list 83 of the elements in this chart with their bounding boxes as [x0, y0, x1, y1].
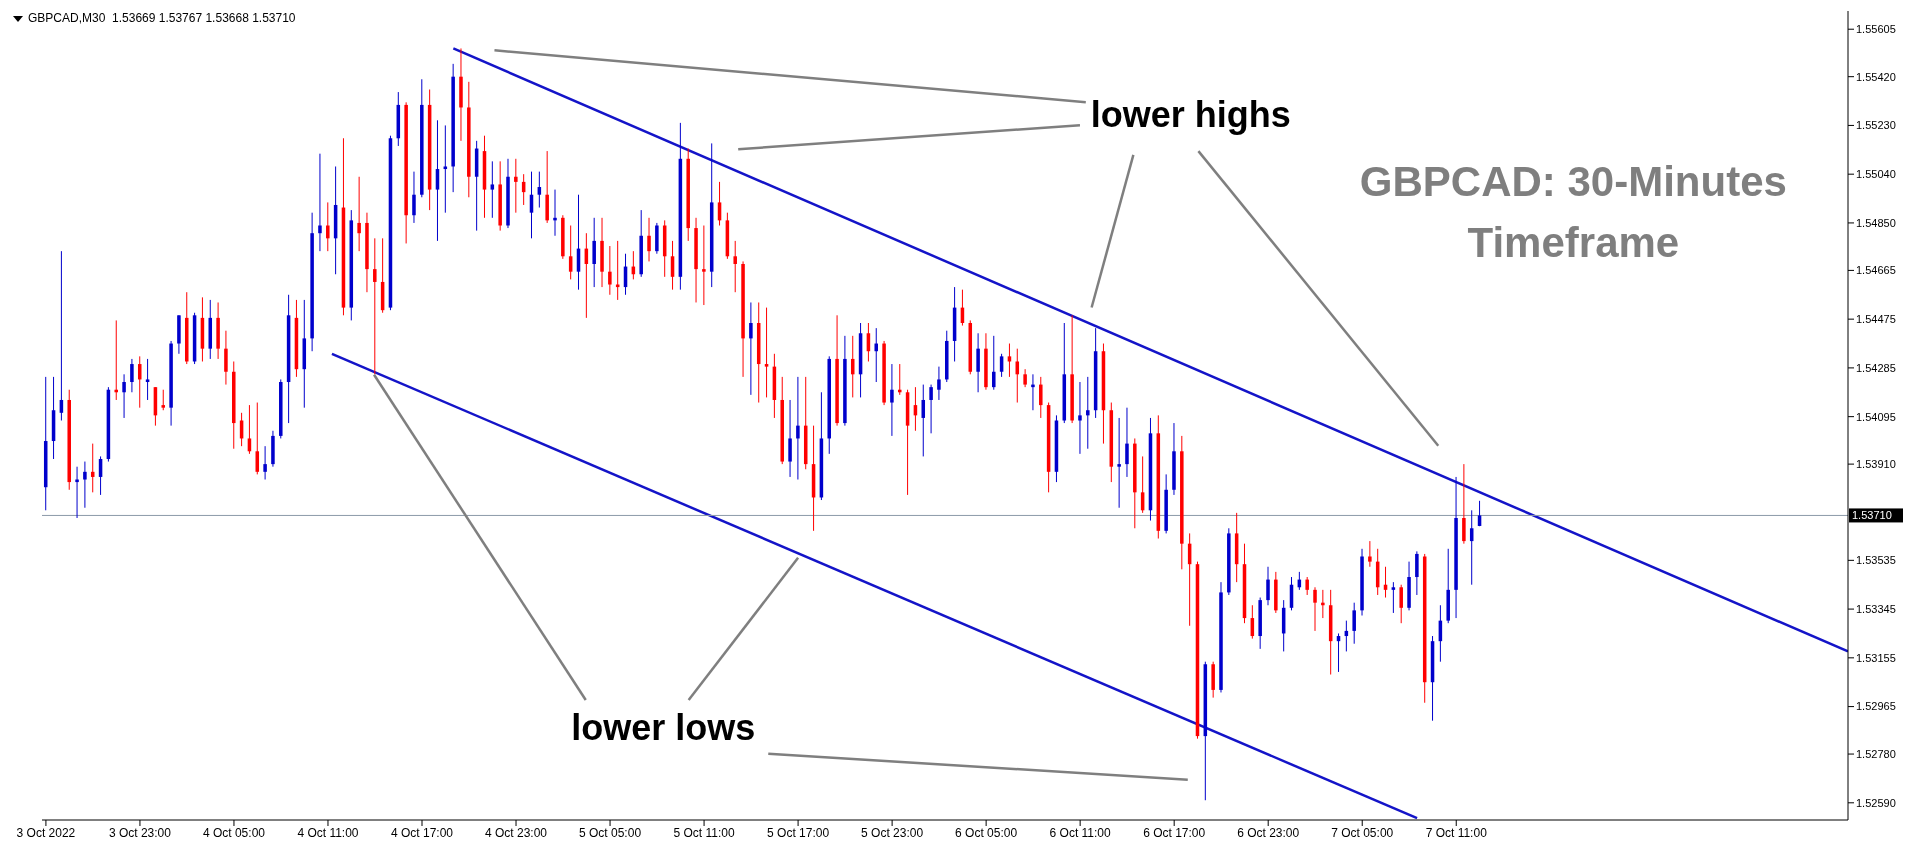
- y-tick-label: 1.52590: [1856, 796, 1896, 809]
- candlestick: [647, 217, 651, 262]
- candlestick: [1352, 602, 1356, 645]
- x-tick-label: 6 Oct 17:00: [1143, 825, 1206, 840]
- candlestick: [161, 389, 166, 411]
- x-tick-label: 5 Oct 23:00: [861, 825, 924, 840]
- ref-line-label: 1.53710: [1852, 509, 1892, 522]
- candlestick: [1039, 376, 1043, 419]
- candlestick: [1415, 550, 1419, 596]
- candlestick: [1266, 566, 1270, 606]
- annotation: GBPCAD,M30 1.53669 1.53767 1.53668 1.53710: [28, 11, 296, 25]
- candlestick: [373, 237, 377, 375]
- y-tick-label: 1.52780: [1856, 747, 1896, 760]
- candlestick: [1117, 417, 1121, 509]
- candlestick: [937, 366, 941, 401]
- annotation: lower lows: [571, 706, 756, 749]
- candlestick: [1078, 381, 1082, 455]
- candlestick: [1125, 407, 1129, 478]
- candlestick: [1399, 584, 1403, 624]
- candlestick: [263, 445, 267, 481]
- x-tick-label: 5 Oct 17:00: [767, 825, 830, 840]
- candlestick: [130, 358, 134, 393]
- y-tick-label: 1.55040: [1856, 168, 1896, 181]
- candlestick: [850, 335, 855, 398]
- candlestick: [326, 201, 330, 252]
- x-tick-label: 4 Oct 05:00: [202, 825, 266, 840]
- y-tick-label: 1.55230: [1856, 119, 1896, 132]
- candlestick: [122, 373, 126, 419]
- candlestick: [592, 217, 596, 288]
- candlestick: [514, 158, 518, 214]
- candlestick: [1462, 463, 1466, 545]
- candlestick: [874, 327, 879, 383]
- x-tick-label: 3 Oct 23:00: [108, 825, 172, 840]
- y-tick-label: 1.53910: [1856, 458, 1896, 471]
- x-tick-label: 7 Oct 05:00: [1331, 825, 1394, 840]
- x-tick-label: 6 Oct 11:00: [1049, 825, 1112, 840]
- y-tick-label: 1.53345: [1856, 603, 1896, 615]
- candlestick: [357, 176, 361, 252]
- candlestick: [976, 332, 980, 393]
- candlestick: [224, 330, 228, 386]
- candlestick: [764, 307, 769, 398]
- candlestick: [145, 358, 150, 401]
- x-tick-label: 4 Oct 11:00: [297, 825, 359, 840]
- candlestick: [1368, 540, 1372, 568]
- candlestick: [1086, 376, 1090, 450]
- candlestick: [412, 171, 416, 224]
- y-tick-label: 1.55420: [1856, 70, 1896, 83]
- y-tick-label: 1.54850: [1856, 216, 1896, 229]
- y-tick-label: 1.54475: [1856, 313, 1896, 326]
- y-tick-label: 1.54095: [1856, 410, 1896, 423]
- candlestick: [702, 225, 706, 306]
- annotation: lower highs: [1090, 94, 1291, 137]
- candlestick: [1391, 581, 1396, 614]
- x-tick-label: 7 Oct 11:00: [1425, 825, 1488, 840]
- candlestick: [992, 335, 996, 391]
- text: GBPCAD: 30-Minutes Timeframe: [1358, 157, 1788, 268]
- x-tick-label: 6 Oct 05:00: [955, 825, 1018, 840]
- candlestick: [318, 153, 322, 252]
- candlestick: [490, 160, 495, 219]
- y-tick-label: 1.55605: [1856, 23, 1896, 36]
- candlestick: [929, 384, 933, 434]
- candlestick: [890, 363, 894, 437]
- x-tick-label: 5 Oct 11:00: [673, 825, 735, 840]
- candlestick: [921, 384, 926, 457]
- y-tick-label: 1.53155: [1856, 651, 1896, 664]
- x-tick-label: 6 Oct 23:00: [1237, 825, 1300, 840]
- y-tick-label: 1.54665: [1856, 264, 1896, 277]
- candlestick: [788, 399, 792, 478]
- x-tick-label: 4 Oct 17:00: [390, 825, 454, 840]
- x-tick-label: 3 Oct 2022: [16, 825, 76, 840]
- candlestick: [443, 124, 448, 214]
- y-tick-label: 1.52965: [1856, 700, 1896, 713]
- candlestick: [83, 461, 87, 509]
- candlestick: [137, 355, 142, 409]
- y-tick-label: 1.53535: [1856, 554, 1896, 567]
- y-tick-label: 1.54285: [1856, 361, 1896, 374]
- candlestick: [1313, 586, 1317, 632]
- candlestick: [733, 240, 737, 293]
- x-tick-label: 4 Oct 23:00: [485, 825, 548, 840]
- candlestick: [749, 301, 753, 396]
- candlestick: [796, 376, 800, 481]
- x-tick-label: 5 Oct 05:00: [579, 825, 642, 840]
- candlestick: [608, 245, 612, 296]
